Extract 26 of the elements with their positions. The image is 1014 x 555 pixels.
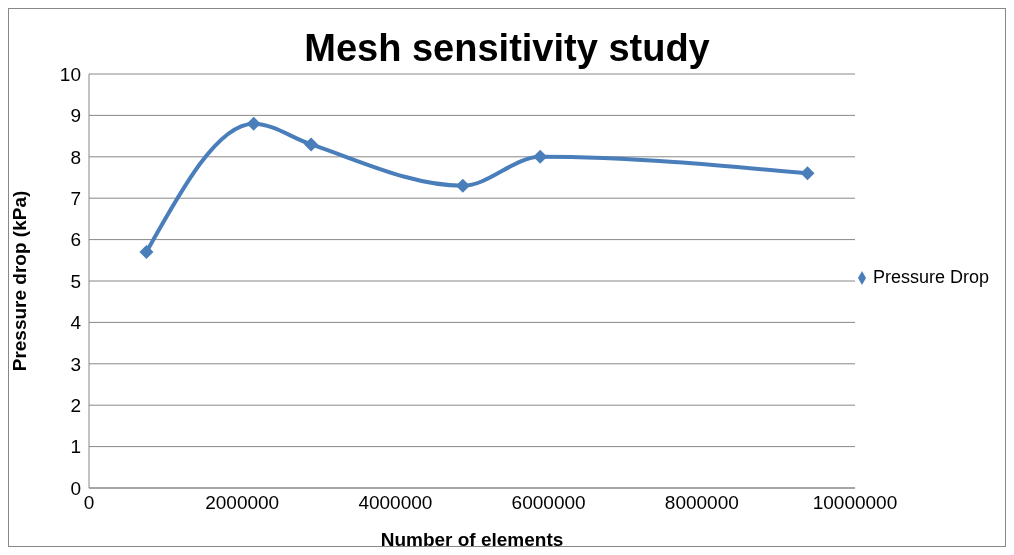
point (246, 116, 261, 131)
y-tick-label: 10 (59, 63, 81, 85)
point (139, 245, 154, 260)
y-tick-label: 4 (70, 312, 82, 334)
x-tick-label: 10000000 (812, 492, 898, 514)
y-tick-label: 3 (70, 353, 81, 375)
x-tick-label: 8000000 (664, 492, 739, 514)
point (800, 166, 815, 181)
y-tick-label: 9 (70, 105, 81, 127)
x-axis-title: Number of elements (380, 529, 564, 550)
y-tick-label: 7 (70, 187, 81, 209)
x-tick-label: 4000000 (358, 492, 433, 514)
y-tick-label: 6 (70, 229, 81, 251)
point (533, 149, 548, 164)
chart-title: Mesh sensitivity study (304, 27, 710, 69)
y-tick-label: 2 (70, 394, 81, 416)
point (455, 178, 470, 193)
legend-label: Pressure Drop (873, 267, 990, 287)
y-tick-label: 1 (70, 436, 81, 458)
y-axis-title: Pressure drop (kPa) (8, 190, 30, 372)
y-tick-label: 0 (70, 477, 81, 499)
x-tick-label: 2000000 (205, 492, 280, 514)
point (304, 137, 319, 152)
y-tick-label: 5 (70, 270, 81, 292)
x-tick-label: 6000000 (511, 492, 586, 514)
y-tick-label: 8 (70, 146, 81, 168)
